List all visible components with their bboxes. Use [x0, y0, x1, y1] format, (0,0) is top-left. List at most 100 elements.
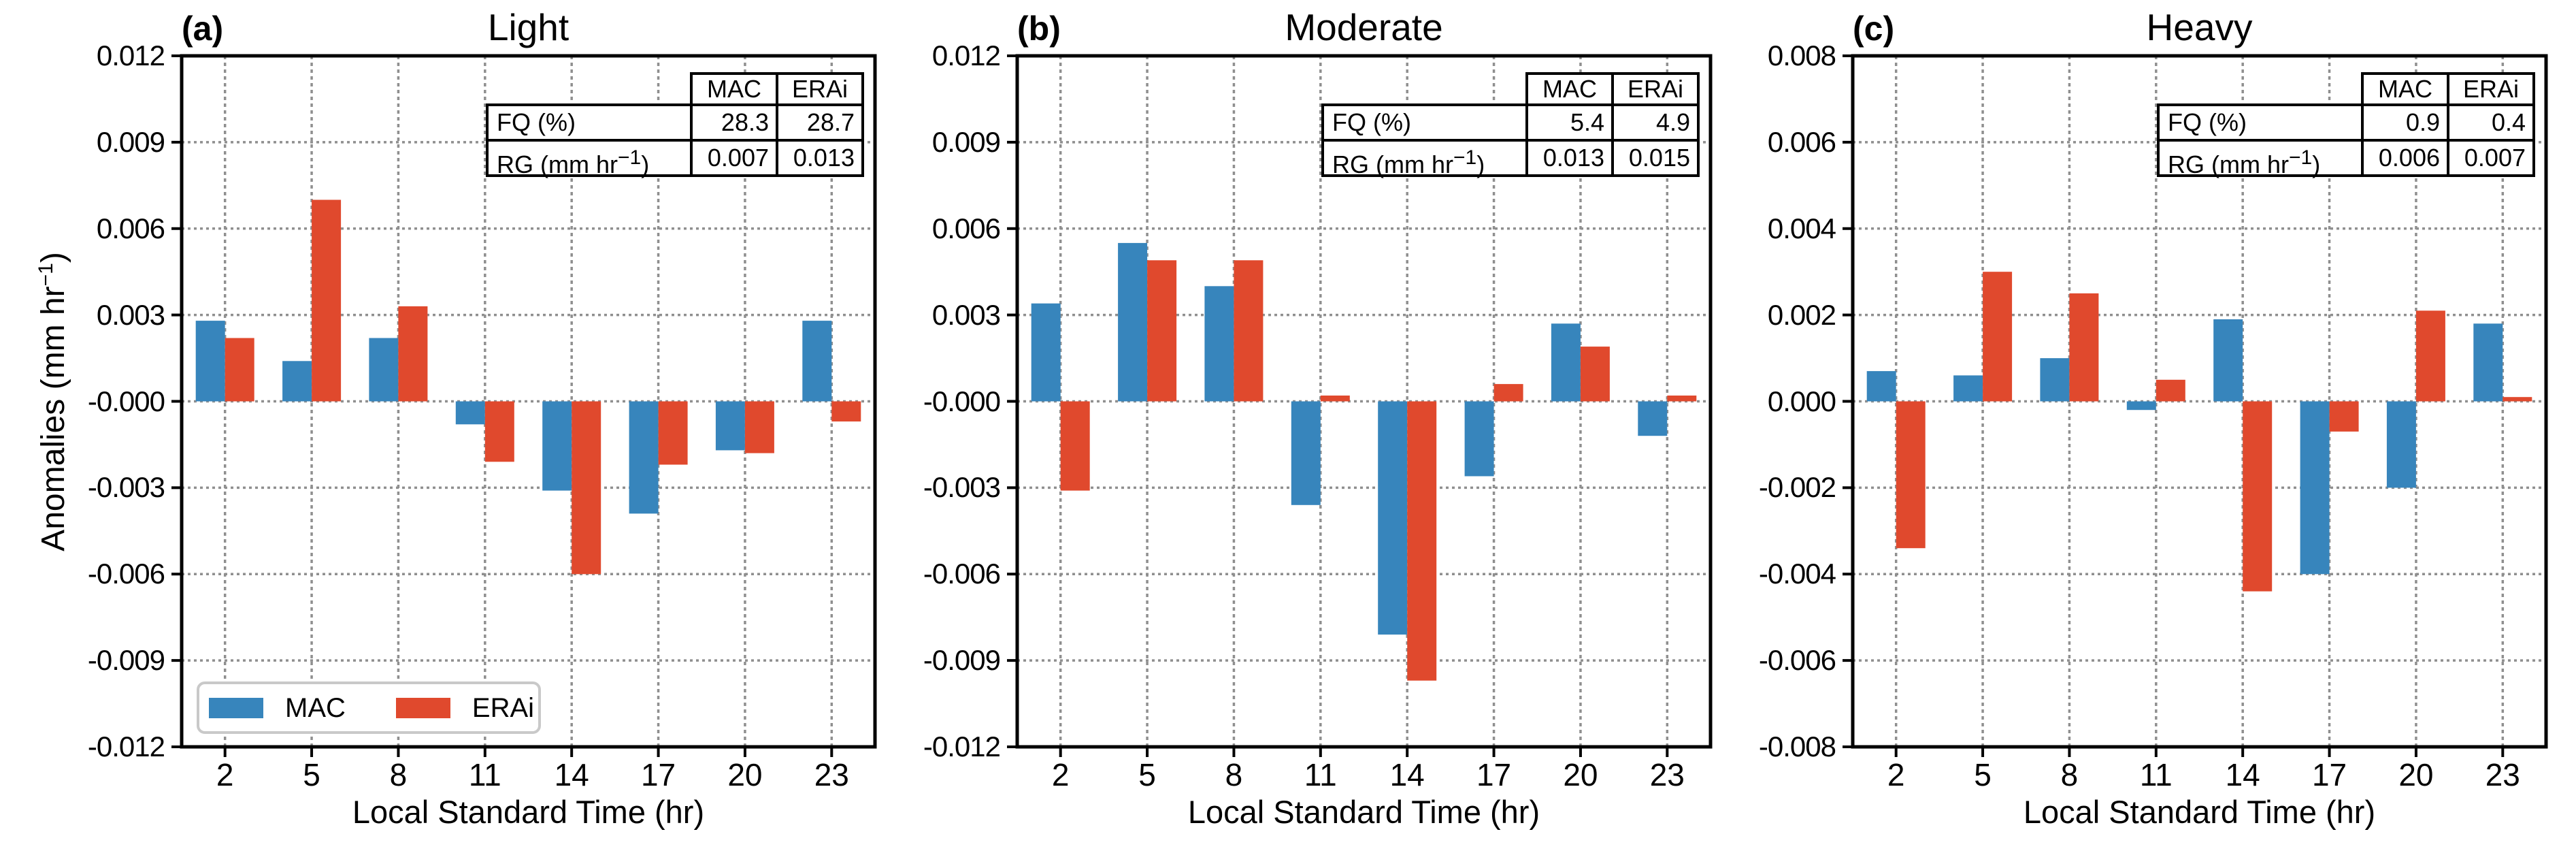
x-axis-label: Local Standard Time (hr) — [1187, 794, 1540, 830]
stats-rg-mac: 0.006 — [2364, 142, 2447, 174]
stats-rg-label-superscript: −1 — [617, 146, 642, 169]
x-tick-label: 14 — [554, 757, 589, 792]
stats-table-body: FQ (%) 0.9 0.4 RG (mm hr−1) 0.006 0.007 — [2157, 103, 2535, 178]
x-tick-label: 17 — [2311, 757, 2347, 792]
x-tick-label: 11 — [1304, 757, 1337, 792]
panel-light: (a) Light Anomalies (mm hr−1) MAC ERAi F… — [0, 0, 905, 851]
y-tick-label: 0.008 — [1767, 39, 1836, 71]
stats-row-rg-label: RG (mm hr−1) — [1324, 142, 1525, 178]
x-tick-label: 8 — [2060, 757, 2079, 792]
stats-row-fq-label: FQ (%) — [489, 106, 690, 139]
x-tick-label: 20 — [727, 757, 763, 792]
x-tick-label: 2 — [216, 757, 234, 792]
stats-table-header: MAC ERAi — [2361, 72, 2535, 106]
stats-table-header: MAC ERAi — [1525, 72, 1700, 106]
stats-row-rg-label: RG (mm hr−1) — [2160, 142, 2361, 178]
stats-row-fq-label: FQ (%) — [1324, 106, 1525, 139]
panel-title: Moderate — [1285, 6, 1443, 48]
panel-heavy: (c) Heavy MAC ERAi FQ (%) 0.9 0.4 RG (mm… — [1671, 0, 2576, 851]
y-tick-label: 0.009 — [96, 125, 165, 158]
x-tick-label: 8 — [389, 757, 408, 792]
stats-row-fq-label: FQ (%) — [2160, 106, 2361, 139]
y-tick-label: -0.006 — [1758, 644, 1836, 677]
panel-title: Heavy — [2146, 6, 2253, 48]
x-tick-label: 5 — [303, 757, 320, 792]
y-tick-label: -0.008 — [1758, 730, 1836, 762]
stats-table-body: FQ (%) 5.4 4.9 RG (mm hr−1) 0.013 0.015 — [1321, 103, 1700, 178]
stats-col-erai: ERAi — [2449, 75, 2532, 103]
stats-fq-mac: 5.4 — [1528, 106, 1611, 139]
stats-rg-mac: 0.013 — [1528, 142, 1611, 174]
legend-label-mac: MAC — [285, 692, 346, 723]
stats-rg-label-text: RG (mm hr — [1332, 150, 1453, 178]
y-tick-label: 0.002 — [1767, 298, 1836, 331]
y-tick-label: 0.003 — [931, 298, 1001, 331]
y-tick-label: 0.003 — [96, 298, 165, 331]
x-tick-label: 17 — [640, 757, 676, 792]
y-tick-label: 0.006 — [931, 212, 1001, 244]
stats-rg-label-text: RG (mm hr — [2168, 150, 2289, 178]
stats-rg-erai: 0.013 — [778, 142, 861, 174]
stats-col-erai: ERAi — [778, 75, 861, 103]
x-tick-label: 23 — [2485, 757, 2520, 792]
stats-rg-label-superscript: −1 — [1453, 146, 1477, 169]
y-tick-label: -0.009 — [923, 644, 1001, 677]
stats-fq-mac: 0.9 — [2364, 106, 2447, 139]
stats-fq-erai: 4.9 — [1614, 106, 1697, 139]
x-tick-label: 14 — [2225, 757, 2260, 792]
stats-fq-erai: 28.7 — [778, 106, 861, 139]
stats-rg-mac: 0.007 — [693, 142, 776, 174]
y-tick-label: -0.000 — [923, 385, 1001, 417]
x-tick-label: 11 — [2139, 757, 2173, 792]
y-tick-label: 0.009 — [931, 125, 1001, 158]
x-tick-label: 20 — [1563, 757, 1598, 792]
y-tick-label: 0.006 — [96, 212, 165, 244]
panel-corner-label: (a) — [182, 10, 224, 48]
y-tick-label: -0.003 — [923, 471, 1001, 504]
y-tick-label: 0.012 — [931, 39, 1001, 71]
y-tick-label: 0.004 — [1767, 212, 1836, 244]
y-tick-label: -0.012 — [87, 730, 165, 762]
x-tick-label: 20 — [2398, 757, 2434, 792]
y-tick-label: -0.002 — [1758, 471, 1836, 504]
y-tick-label: 0.000 — [1767, 385, 1836, 417]
panel-title: Light — [487, 6, 569, 48]
stats-rg-label-superscript: −1 — [2288, 146, 2313, 169]
stats-col-mac: MAC — [2364, 75, 2447, 103]
stats-table-body: FQ (%) 28.3 28.7 RG (mm hr−1) 0.007 0.01… — [486, 103, 864, 178]
y-tick-label: -0.003 — [87, 471, 165, 504]
panel-corner-label: (b) — [1017, 10, 1061, 48]
stats-row-rg-label: RG (mm hr−1) — [489, 142, 690, 178]
legend-swatch-mac — [209, 697, 263, 718]
y-axis-label-superscript: −1 — [35, 263, 57, 287]
x-tick-label: 5 — [1138, 757, 1156, 792]
legend: MAC ERAi — [197, 681, 541, 734]
stats-col-mac: MAC — [1528, 75, 1611, 103]
x-tick-label: 17 — [1476, 757, 1512, 792]
y-axis-label-close: ) — [35, 252, 71, 263]
stats-col-mac: MAC — [693, 75, 776, 103]
x-tick-label: 8 — [1225, 757, 1243, 792]
bar-chart-plot — [171, 54, 877, 757]
stats-rg-label-close: ) — [2312, 150, 2321, 178]
bar-chart-plot — [1007, 54, 1713, 757]
stats-fq-erai: 0.4 — [2449, 106, 2532, 139]
stats-table-header: MAC ERAi — [690, 72, 864, 106]
bar-chart-plot — [1843, 54, 2548, 757]
legend-swatch-erai — [395, 697, 450, 718]
stats-rg-erai: 0.007 — [2449, 142, 2532, 174]
panel-corner-label: (c) — [1853, 10, 1895, 48]
y-tick-label: 0.012 — [96, 39, 165, 71]
stats-fq-mac: 28.3 — [693, 106, 776, 139]
x-tick-label: 2 — [1887, 757, 1905, 792]
y-tick-label: -0.012 — [923, 730, 1001, 762]
y-tick-label: -0.006 — [923, 558, 1001, 590]
x-axis-label: Local Standard Time (hr) — [2023, 794, 2376, 830]
stats-rg-label-close: ) — [1476, 150, 1485, 178]
stats-rg-label-close: ) — [641, 150, 650, 178]
x-tick-label: 5 — [1974, 757, 1992, 792]
x-tick-label: 23 — [814, 757, 849, 792]
stats-col-erai: ERAi — [1614, 75, 1697, 103]
x-tick-label: 11 — [468, 757, 501, 792]
y-tick-label: -0.009 — [87, 644, 165, 677]
